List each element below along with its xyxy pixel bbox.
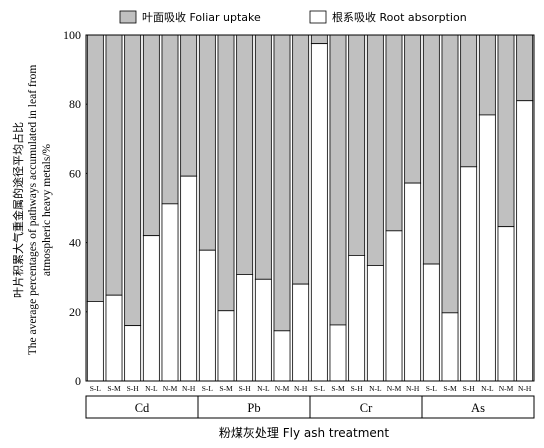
x-category-label: S-H xyxy=(239,384,252,393)
bar-foliar-Pb-S-H xyxy=(236,34,254,275)
bar-root-Pb-S-L xyxy=(198,249,216,382)
y-axis-title-line-2: The average percentages of pathways accu… xyxy=(27,65,39,356)
x-category-label: S-H xyxy=(127,384,140,393)
bar-foliar-Cd-S-M xyxy=(105,34,123,296)
bar-foliar-Pb-S-M xyxy=(217,34,235,312)
bars xyxy=(86,34,534,382)
x-category-label: N-M xyxy=(163,384,178,393)
bar-root-Cr-N-H xyxy=(404,182,422,382)
bar-root-Cd-N-L xyxy=(142,235,160,382)
bar-foliar-Cr-S-L xyxy=(310,34,328,45)
bar-root-As-N-L xyxy=(478,114,496,382)
y-tick-label: 100 xyxy=(63,28,81,42)
bar-foliar-As-S-H xyxy=(460,34,478,168)
x-axis: S-L S-M S-H N-L N-M N-H Cd S-L S-M S-H N-L N-M N-H Pb… xyxy=(85,384,535,419)
bar-foliar-Pb-N-L xyxy=(254,34,272,280)
x-category-label: S-M xyxy=(107,384,121,393)
x-axis-title: 粉煤灰处理 Fly ash treatment xyxy=(219,426,389,440)
x-category-label: N-H xyxy=(294,384,308,393)
bar-foliar-Cd-S-H xyxy=(124,34,142,327)
bar-root-Pb-N-L xyxy=(254,278,272,382)
group-label-As: As xyxy=(471,401,485,415)
bar-root-Cd-S-M xyxy=(105,294,123,382)
bar-root-Cr-N-L xyxy=(366,265,384,382)
bar-foliar-Cr-N-H xyxy=(404,34,422,184)
bar-root-Pb-N-M xyxy=(273,330,291,382)
legend-label-root: 根系吸收 Root absorption xyxy=(332,10,467,24)
y-tick-label: 40 xyxy=(69,236,81,250)
bar-foliar-As-N-L xyxy=(478,34,496,116)
legend-swatch-foliar xyxy=(119,10,137,24)
x-category-label: S-L xyxy=(314,384,326,393)
x-category-label: S-L xyxy=(90,384,102,393)
bar-root-Cr-S-M xyxy=(329,324,347,382)
bar-foliar-Cr-N-L xyxy=(366,34,384,266)
bar-foliar-Cr-N-M xyxy=(385,34,403,232)
bar-root-Cd-S-H xyxy=(124,325,142,382)
bar-root-Pb-N-H xyxy=(292,283,310,382)
bar-foliar-Cd-N-L xyxy=(142,34,160,237)
legend-label-foliar: 叶面吸收 Foliar uptake xyxy=(142,10,261,24)
bar-root-Cd-N-M xyxy=(161,203,179,382)
bar-foliar-As-S-L xyxy=(422,34,440,265)
group-box-As xyxy=(421,395,535,419)
x-category-label: N-M xyxy=(275,384,290,393)
bar-root-As-S-L xyxy=(422,263,440,382)
legend-swatch-root xyxy=(309,10,327,24)
bar-foliar-As-N-M xyxy=(497,34,515,228)
bar-root-As-S-M xyxy=(441,312,459,382)
x-category-label: S-M xyxy=(219,384,233,393)
bar-root-Pb-S-H xyxy=(236,274,254,382)
x-category-label: S-L xyxy=(202,384,214,393)
bar-root-Cd-N-H xyxy=(180,175,198,382)
bar-foliar-Pb-N-M xyxy=(273,34,291,332)
bar-root-Cr-S-H xyxy=(348,255,366,382)
bar-foliar-Pb-N-H xyxy=(292,34,310,285)
bar-foliar-Cd-N-H xyxy=(180,34,198,177)
bar-root-Cd-S-L xyxy=(86,301,104,382)
group-label-Pb: Pb xyxy=(247,401,260,415)
y-axis-title-line-3: atmospheric heavy metals/% xyxy=(41,143,53,276)
bar-foliar-Cd-N-M xyxy=(161,34,179,205)
x-category-label: N-H xyxy=(406,384,420,393)
bar-root-As-S-H xyxy=(460,166,478,382)
x-category-label: N-M xyxy=(499,384,514,393)
y-axis-title: 叶片积累大气重金属的途径平均占比 The average percentages… xyxy=(11,65,53,356)
y-tick-label: 20 xyxy=(69,305,81,319)
x-category-label: N-M xyxy=(387,384,402,393)
group-label-Cr: Cr xyxy=(360,401,373,415)
bar-root-As-N-H xyxy=(516,100,534,382)
x-category-label: N-H xyxy=(518,384,532,393)
x-category-label: S-M xyxy=(331,384,345,393)
legend: 叶面吸收 Foliar uptake 根系吸收 Root absorption xyxy=(119,10,467,24)
bar-foliar-As-S-M xyxy=(441,34,459,314)
bar-foliar-Cd-S-L xyxy=(86,34,104,302)
x-category-label: S-H xyxy=(463,384,476,393)
y-axis-title-line-1: 叶片积累大气重金属的途径平均占比 xyxy=(11,122,25,298)
plot-frame xyxy=(85,34,535,382)
bar-root-Cr-N-M xyxy=(385,230,403,382)
bar-foliar-As-N-H xyxy=(516,34,534,102)
x-category-label: N-L xyxy=(257,384,270,393)
y-tick-label: 80 xyxy=(69,97,81,111)
bar-foliar-Cr-S-M xyxy=(329,34,347,326)
x-category-label: N-H xyxy=(182,384,196,393)
bar-root-Pb-S-M xyxy=(217,310,235,382)
x-category-label: S-L xyxy=(426,384,438,393)
y-tick-label: 60 xyxy=(69,166,81,180)
y-tick-label: 0 xyxy=(75,374,81,388)
bar-foliar-Pb-S-L xyxy=(198,34,216,251)
x-category-label: N-L xyxy=(145,384,158,393)
bar-root-As-N-M xyxy=(497,226,515,382)
x-category-label: N-L xyxy=(369,384,382,393)
x-category-label: S-M xyxy=(443,384,457,393)
group-label-Cd: Cd xyxy=(135,401,150,415)
x-category-label: S-H xyxy=(351,384,364,393)
bar-root-Cr-S-L xyxy=(310,43,328,382)
bar-foliar-Cr-S-H xyxy=(348,34,366,256)
x-category-label: N-L xyxy=(481,384,494,393)
